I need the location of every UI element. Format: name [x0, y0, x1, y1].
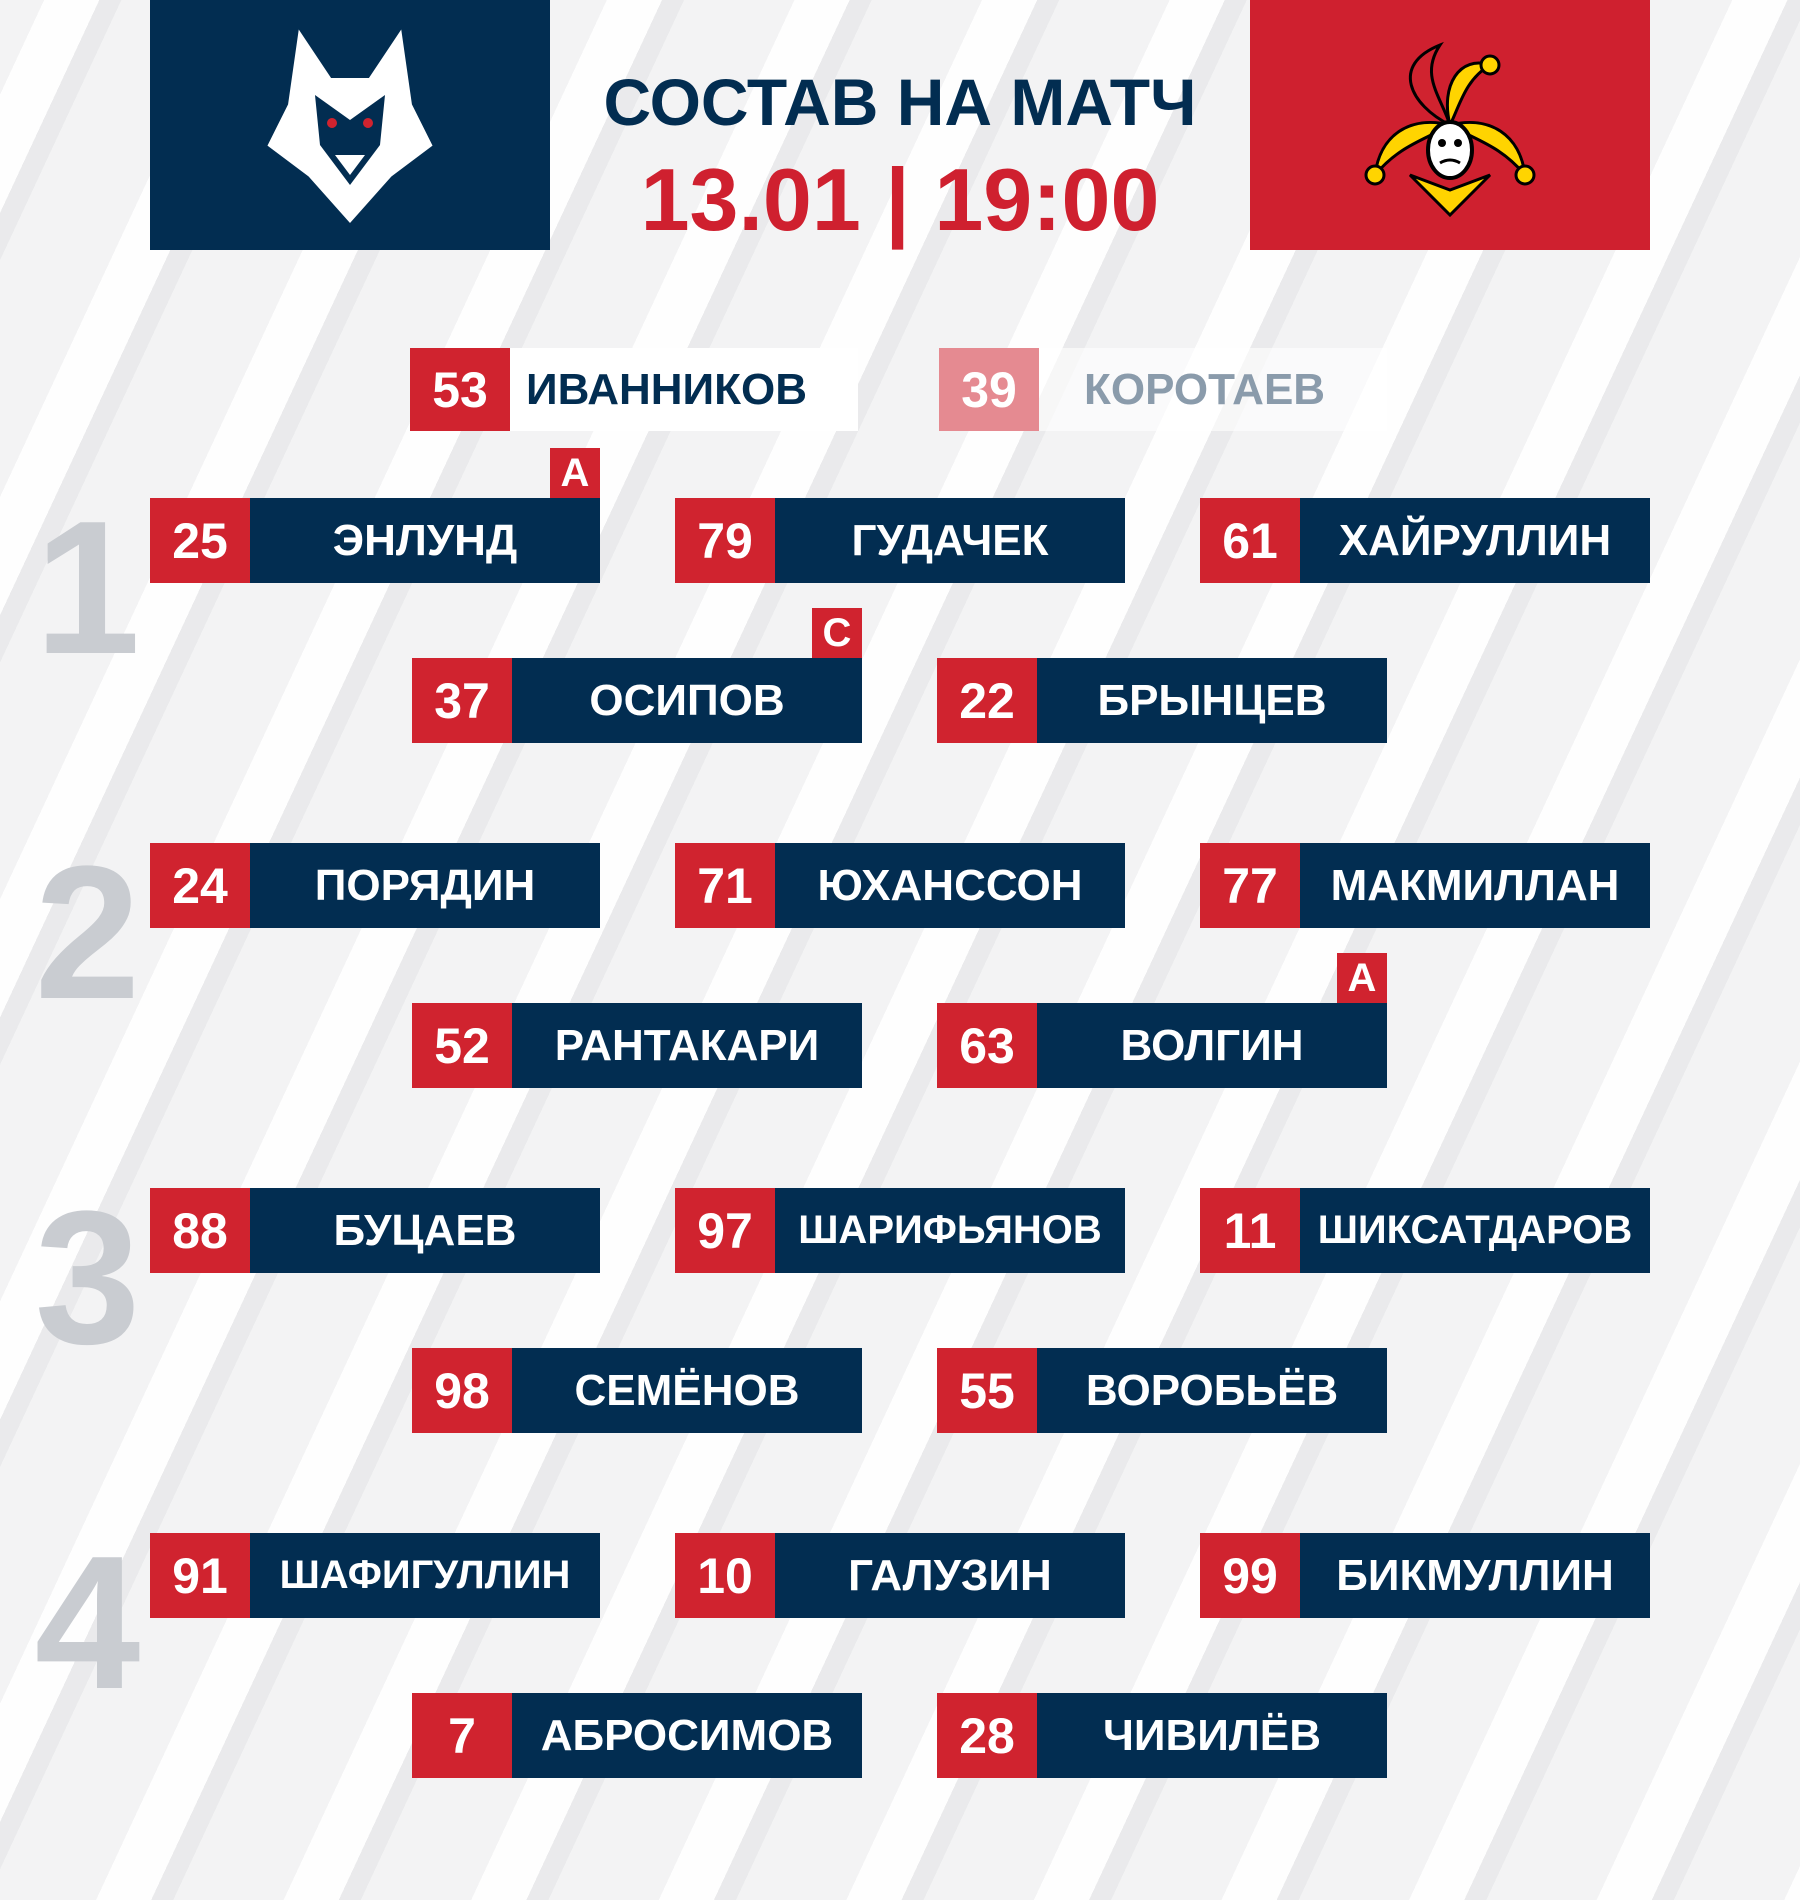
player-number: 52 — [412, 1003, 512, 1088]
player-card: 25 ЭНЛУНД — [150, 498, 600, 583]
player-name: ЭНЛУНД — [332, 515, 518, 565]
player-number: 63 — [937, 1003, 1037, 1088]
player-number: 28 — [937, 1693, 1037, 1778]
player-card: 77 МАКМИЛЛАН — [1200, 843, 1650, 928]
player-number: 71 — [675, 843, 775, 928]
player-card: 61 ХАЙРУЛЛИН — [1200, 498, 1650, 583]
player-card: 52 РАНТАКАРИ — [412, 1003, 862, 1088]
player-number: 7 — [412, 1693, 512, 1778]
player-card: 10 ГАЛУЗИН — [675, 1533, 1125, 1618]
player-number: 25 — [150, 498, 250, 583]
player-card: 88 БУЦАЕВ — [150, 1188, 600, 1273]
player-number: 61 — [1200, 498, 1300, 583]
player-number: 55 — [937, 1348, 1037, 1433]
player-name: РАНТАКАРИ — [554, 1020, 820, 1070]
player-name: ОСИПОВ — [589, 675, 785, 725]
away-team-logo — [1250, 0, 1650, 250]
captain-badge: С — [812, 608, 862, 658]
player-name: ПОРЯДИН — [314, 860, 536, 910]
home-team-logo — [150, 0, 550, 250]
player-name: ЧИВИЛЁВ — [1102, 1710, 1322, 1760]
player-name: ВОЛГИН — [1120, 1020, 1304, 1070]
goalie-card-backup: 39 КОРОТАЕВ — [939, 348, 1387, 431]
player-number: 24 — [150, 843, 250, 928]
player-name: БРЫНЦЕВ — [1097, 675, 1327, 725]
player-name: ВОРОБЬЁВ — [1085, 1365, 1339, 1415]
match-datetime: 13.01 | 19:00 — [640, 150, 1160, 249]
captain-badge: А — [550, 448, 600, 498]
line-number: 4 — [34, 1517, 141, 1729]
player-number: 88 — [150, 1188, 250, 1273]
player-number: 99 — [1200, 1533, 1300, 1618]
player-name: ГАЛУЗИН — [848, 1550, 1052, 1600]
player-card: 7 АБРОСИМОВ — [412, 1693, 862, 1778]
player-number: 53 — [410, 348, 510, 431]
player-number: 39 — [939, 348, 1039, 431]
player-name: БИКМУЛЛИН — [1336, 1550, 1614, 1600]
player-name: ИВАННИКОВ — [526, 364, 808, 414]
player-number: 11 — [1200, 1188, 1300, 1273]
player-number: 79 — [675, 498, 775, 583]
player-card: 71 ЮХАНССОН — [675, 843, 1125, 928]
player-card: 98 СЕМЁНОВ — [412, 1348, 862, 1433]
player-name: КОРОТАЕВ — [1084, 364, 1326, 414]
player-name: ШАФИГУЛЛИН — [279, 1553, 571, 1597]
player-number: 91 — [150, 1533, 250, 1618]
player-number: 77 — [1200, 843, 1300, 928]
player-number: 10 — [675, 1533, 775, 1618]
page-title: СОСТАВ НА МАТЧ — [603, 65, 1197, 139]
player-name: ШАРИФЬЯНОВ — [798, 1208, 1102, 1252]
player-card: 91 ШАФИГУЛЛИН — [150, 1533, 600, 1618]
captain-badge: А — [1337, 953, 1387, 1003]
player-name: МАКМИЛЛАН — [1330, 860, 1620, 910]
player-card: 22 БРЫНЦЕВ — [937, 658, 1387, 743]
line-number: 2 — [34, 827, 141, 1039]
player-card: 37 ОСИПОВ — [412, 658, 862, 743]
player-card: 97 ШАРИФЬЯНОВ — [675, 1188, 1125, 1273]
player-name: ГУДАЧЕК — [851, 515, 1049, 565]
player-card: 63 ВОЛГИН — [937, 1003, 1387, 1088]
player-name: ШИКСАТДАРОВ — [1317, 1208, 1633, 1252]
wolf-logo-icon — [267, 29, 433, 224]
player-card: 28 ЧИВИЛЁВ — [937, 1693, 1387, 1778]
player-number: 98 — [412, 1348, 512, 1433]
goalie-card-starting: 53 ИВАННИКОВ — [410, 348, 858, 431]
player-card: 55 ВОРОБЬЁВ — [937, 1348, 1387, 1433]
line-number: 1 — [34, 482, 141, 694]
player-name: СЕМЁНОВ — [574, 1365, 800, 1415]
line-number: 3 — [34, 1172, 141, 1384]
player-card: 99 БИКМУЛЛИН — [1200, 1533, 1650, 1618]
player-name: АБРОСИМОВ — [540, 1710, 834, 1760]
player-card: 79 ГУДАЧЕК — [675, 498, 1125, 583]
player-name: ХАЙРУЛЛИН — [1338, 515, 1612, 565]
player-number: 97 — [675, 1188, 775, 1273]
player-number: 22 — [937, 658, 1037, 743]
player-card: 11 ШИКСАТДАРОВ — [1200, 1188, 1650, 1273]
player-card: 24 ПОРЯДИН — [150, 843, 600, 928]
player-number: 37 — [412, 658, 512, 743]
player-name: ЮХАНССОН — [817, 860, 1083, 910]
jester-logo-icon — [1364, 41, 1536, 218]
player-name: БУЦАЕВ — [333, 1205, 517, 1255]
